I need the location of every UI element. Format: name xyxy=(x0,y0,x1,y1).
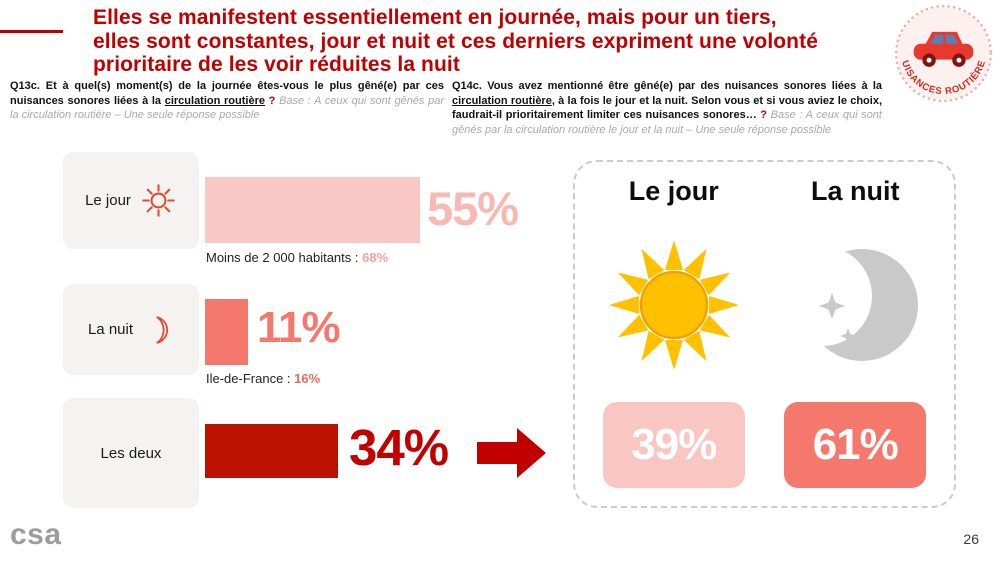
title-line: Elles se manifestent essentiellement en … xyxy=(93,6,777,29)
category-label: Les deux xyxy=(100,444,162,462)
sun-outline-icon xyxy=(142,184,175,217)
sparkle-icon xyxy=(840,327,857,344)
category-box-les-deux: Les deux xyxy=(63,398,199,508)
question-base-note: Base : A ceux qui sont gênés par la circ… xyxy=(452,109,882,136)
day-icon-wrap xyxy=(599,225,749,385)
annotation-value: 16% xyxy=(294,371,321,386)
badge-dotted-ring xyxy=(894,4,993,103)
arrow-right-icon xyxy=(477,428,546,478)
sparkle-icon xyxy=(819,292,846,319)
question-underlined-term: circulation routière xyxy=(452,94,552,107)
category-box-la-nuit: La nuit xyxy=(63,284,199,375)
bar-value-la-nuit: 11% xyxy=(257,303,341,352)
bar-value-les-deux: 34% xyxy=(349,419,449,476)
category-box-le-jour: Le jour xyxy=(63,152,199,249)
car-icon xyxy=(913,31,974,67)
panel-title-night: La nuit xyxy=(811,176,900,206)
annotation-text: Moins de 2 000 habitants : xyxy=(206,250,363,265)
category-label: Le jour xyxy=(85,192,131,209)
bar-les-deux xyxy=(205,424,338,478)
annotation-value: 68% xyxy=(362,250,389,265)
title-line: prioritaire de les voir réduites la nuit xyxy=(93,53,460,77)
night-icon-wrap xyxy=(780,225,930,385)
moon-outline-icon xyxy=(156,315,169,344)
question-text: Q13c. Et à quel(s) moment(s) de la journ… xyxy=(10,80,444,107)
question-text: , à la fois le jour et la nuit. Selon vo… xyxy=(452,94,883,122)
panel-column-night: La nuit 61% xyxy=(780,176,930,488)
question-mark: ? xyxy=(264,94,276,107)
page-number: 26 xyxy=(963,531,979,547)
slide-title: Elles se manifestent essentiellement en … xyxy=(93,6,893,77)
sun-icon xyxy=(608,239,739,370)
bar-le-jour xyxy=(205,177,420,243)
annotation-le-jour: Moins de 2 000 habitants : 68% xyxy=(206,250,388,265)
theme-badge: NUISANCES ROUTIÈRES xyxy=(892,2,993,103)
bar-la-nuit xyxy=(205,299,248,365)
annotation-la-nuit: Ile-de-France : 16% xyxy=(206,371,320,386)
question-q13c: Q13c. Et à quel(s) moment(s) de la journ… xyxy=(10,79,444,123)
csa-logo: csa xyxy=(10,518,62,551)
panel-value-night: 61% xyxy=(784,402,927,488)
question-base-note: Base : A ceux qui sont gênés par la circ… xyxy=(10,94,444,122)
panel-title-day: Le jour xyxy=(628,176,719,206)
bar-value-le-jour: 55% xyxy=(427,182,519,235)
question-mark: ? xyxy=(760,109,768,122)
question-text: Q14c. Vous avez mentionné être gêné(e) p… xyxy=(452,80,882,92)
title-accent-rule xyxy=(0,30,63,33)
question-underlined-term: circulation routière xyxy=(164,94,265,107)
panel-value-day-label: 39% xyxy=(631,420,717,469)
question-q14c: Q14c. Vous avez mentionné être gêné(e) p… xyxy=(452,79,882,137)
comparison-panel: Le jour xyxy=(573,160,956,508)
panel-value-night-label: 61% xyxy=(812,420,899,469)
category-label: La nuit xyxy=(87,321,134,338)
moon-icon xyxy=(780,245,919,361)
annotation-text: Ile-de-France : xyxy=(206,371,295,386)
title-line: elles sont constantes, jour et nuit et c… xyxy=(93,29,818,53)
panel-value-day: 39% xyxy=(602,402,745,488)
panel-column-day: Le jour xyxy=(599,176,749,488)
